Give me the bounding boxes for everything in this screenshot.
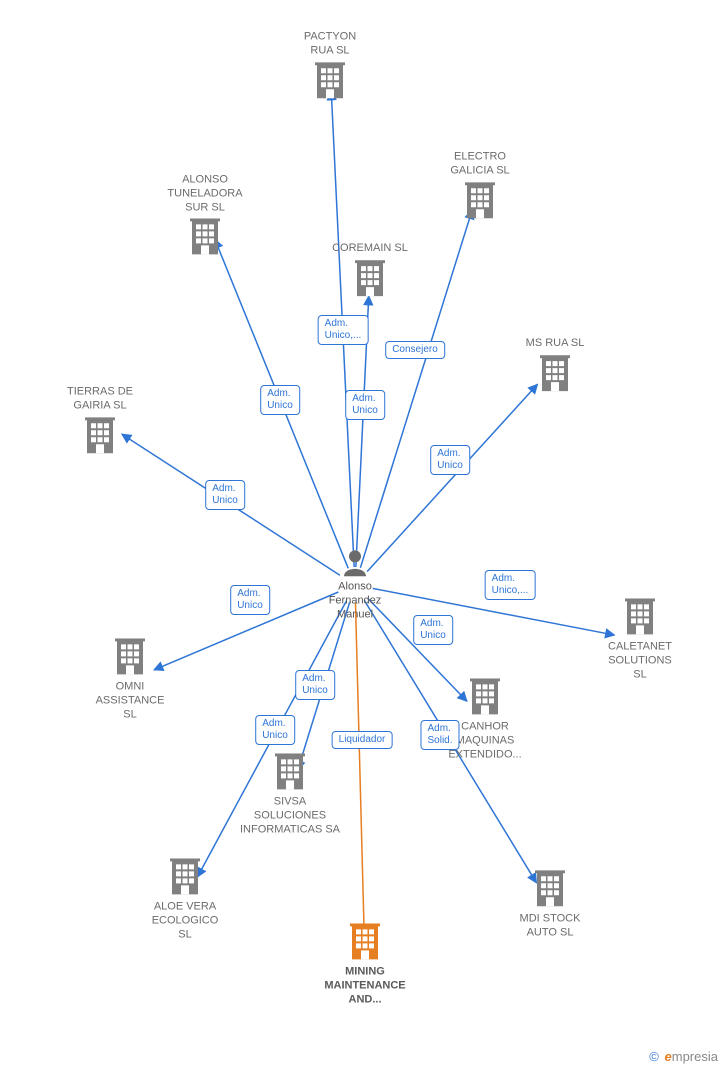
company-node-msrua[interactable]: MS RUA SL xyxy=(495,337,615,393)
edge-msrua xyxy=(367,384,537,571)
company-node-sivsa[interactable]: SIVSA SOLUCIONES INFORMATICAS SA xyxy=(230,753,350,836)
building-icon xyxy=(40,417,160,455)
building-icon xyxy=(495,355,615,393)
company-node-coremain[interactable]: COREMAIN SL xyxy=(310,242,430,298)
graph-canvas xyxy=(0,0,728,1070)
company-node-tierras[interactable]: TIERRAS DE GAIRIA SL xyxy=(40,385,160,455)
building-icon xyxy=(145,219,265,257)
company-node-electro[interactable]: ELECTRO GALICIA SL xyxy=(420,150,540,220)
edge-label-omni: Adm. Unico xyxy=(230,585,270,615)
building-icon xyxy=(305,923,425,961)
edge-label-msrua: Adm. Unico xyxy=(430,445,470,475)
edge-label-electro: Consejero xyxy=(385,341,445,359)
center-person-label: Alonso Fernandez Manuel xyxy=(295,580,415,621)
company-label: CALETANET SOLUTIONS SL xyxy=(580,640,700,681)
company-label: ALONSO TUNELADORA SUR SL xyxy=(145,173,265,214)
building-icon xyxy=(490,870,610,908)
company-label: ALOE VERA ECOLOGICO SL xyxy=(125,900,245,941)
edge-label-pactyon: Adm. Unico,... xyxy=(318,315,369,345)
company-label: OMNI ASSISTANCE SL xyxy=(70,680,190,721)
company-node-omni[interactable]: OMNI ASSISTANCE SL xyxy=(70,638,190,721)
company-label: MINING MAINTENANCE AND... xyxy=(305,965,425,1006)
edge-label-caletanet: Adm. Unico,... xyxy=(485,570,536,600)
company-node-caletanet[interactable]: CALETANET SOLUTIONS SL xyxy=(580,598,700,681)
company-label: SIVSA SOLUCIONES INFORMATICAS SA xyxy=(230,795,350,836)
company-label: ELECTRO GALICIA SL xyxy=(420,150,540,178)
edge-mining xyxy=(355,603,364,939)
building-icon xyxy=(270,62,390,100)
edge-label-sivsa: Adm. Unico xyxy=(295,670,335,700)
company-label: MDI STOCK AUTO SL xyxy=(490,912,610,940)
company-label: MS RUA SL xyxy=(495,337,615,351)
company-node-aloe[interactable]: ALOE VERA ECOLOGICO SL xyxy=(125,858,245,941)
company-node-pactyon[interactable]: PACTYON RUA SL xyxy=(270,30,390,100)
building-icon xyxy=(580,598,700,636)
footer-credit: © empresia xyxy=(649,1049,718,1064)
edge-label-aloe: Adm. Unico xyxy=(255,715,295,745)
company-node-mdi[interactable]: MDI STOCK AUTO SL xyxy=(490,870,610,940)
building-icon xyxy=(310,260,430,298)
company-label: PACTYON RUA SL xyxy=(270,30,390,58)
building-icon xyxy=(420,182,540,220)
company-label: TIERRAS DE GAIRIA SL xyxy=(40,385,160,413)
person-icon xyxy=(295,548,415,576)
brand-rest: mpresia xyxy=(672,1049,718,1064)
building-icon xyxy=(70,638,190,676)
brand-e: e xyxy=(665,1049,672,1064)
company-label: COREMAIN SL xyxy=(310,242,430,256)
building-icon xyxy=(425,678,545,716)
copyright-symbol: © xyxy=(649,1049,659,1064)
edge-label-tierras: Adm. Unico xyxy=(205,480,245,510)
edge-label-canhor: Adm. Unico xyxy=(413,615,453,645)
company-node-mining[interactable]: MINING MAINTENANCE AND... xyxy=(305,923,425,1006)
company-node-alonso_t[interactable]: ALONSO TUNELADORA SUR SL xyxy=(145,173,265,256)
building-icon xyxy=(230,753,350,791)
edge-label-alonso_t: Adm. Unico xyxy=(260,385,300,415)
edge-label-mdi: Adm. Solid. xyxy=(420,720,459,750)
building-icon xyxy=(125,858,245,896)
center-person-node[interactable]: Alonso Fernandez Manuel xyxy=(295,548,415,621)
edge-label-mining: Liquidador xyxy=(332,731,393,749)
edge-label-coremain: Adm. Unico xyxy=(345,390,385,420)
